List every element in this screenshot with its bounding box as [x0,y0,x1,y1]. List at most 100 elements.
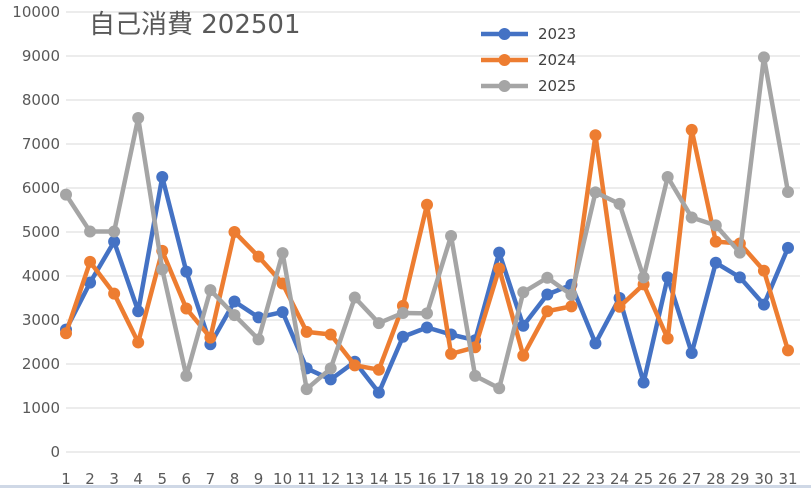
data-point-2024 [84,255,97,268]
data-point-2024 [180,302,193,315]
data-point-2025 [84,225,97,238]
x-tick-label: 31 [778,470,797,488]
data-point-2025 [348,291,361,304]
series-2024 [60,123,794,376]
x-tick-label: 3 [109,470,119,488]
data-point-2023 [372,386,385,399]
x-tick-label: 2 [85,470,95,488]
data-point-2024 [204,331,217,344]
x-tick-label: 28 [706,470,725,488]
legend-label: 2025 [538,77,576,95]
data-point-2023 [637,376,650,389]
legend-marker [498,54,511,66]
data-point-2023 [517,319,530,332]
data-point-2023 [661,271,674,284]
data-point-2024 [228,226,241,238]
data-point-2024 [517,349,530,362]
y-tick-label: 2000 [22,355,60,373]
data-point-2024 [348,359,361,372]
x-tick-label: 30 [754,470,773,488]
data-point-2025 [541,271,554,284]
data-point-2025 [757,51,770,64]
data-point-2025 [517,286,530,299]
data-point-2023 [733,271,746,284]
x-tick-label: 26 [658,470,677,488]
data-point-2024 [685,123,698,136]
y-tick-label: 7000 [22,135,60,153]
x-tick-label: 5 [157,470,167,488]
x-tick-label: 12 [321,470,340,488]
data-point-2024 [132,336,145,349]
x-tick-label: 14 [369,470,388,488]
data-point-2024 [565,300,578,313]
x-tick-label: 15 [393,470,412,488]
data-point-2023 [396,330,409,343]
x-axis: 1 2 3 4 5 6 7 8 9 10 11 12 13 14 15 16 17 18 19 20 21 22 23 24 2… [61,470,797,488]
data-point-2025 [252,333,265,346]
x-tick-label: 17 [442,470,461,488]
data-point-2024 [445,347,458,360]
x-tick-label: 20 [514,470,533,488]
legend-item-2023: 2023 [481,25,576,43]
data-point-2025 [180,369,193,382]
data-point-2025 [108,225,121,238]
data-point-2023 [132,305,145,318]
x-tick-label: 1 [61,470,71,488]
series-2023 [60,171,794,399]
data-point-2025 [661,171,674,183]
y-tick-label: 3000 [22,311,60,329]
data-point-2025 [204,284,217,297]
data-point-2024 [300,325,313,338]
data-point-2025 [276,247,289,260]
data-point-2024 [757,264,770,277]
x-tick-label: 25 [634,470,653,488]
data-point-2025 [445,229,458,242]
data-point-2024 [421,198,433,211]
data-point-2025 [421,307,433,320]
y-tick-label: 0 [50,443,60,461]
data-point-2023 [108,235,121,248]
y-tick-label: 5000 [22,223,60,241]
legend-item-2025: 2025 [481,77,576,95]
legend: 2023 2024 2025 [481,25,576,95]
series-line-2024 [63,127,791,372]
data-point-2025 [685,211,698,224]
data-point-2023 [685,347,698,359]
data-point-2025 [613,197,626,210]
data-point-2023 [541,288,554,301]
legend-item-2024: 2024 [481,51,576,69]
data-point-2024 [60,327,72,340]
data-point-2023 [421,321,433,334]
data-point-2025 [156,263,169,276]
data-point-2025 [782,185,794,198]
data-point-2024 [782,344,794,357]
data-point-2023 [709,256,722,269]
data-point-2025 [324,362,337,375]
y-tick-label: 4000 [22,267,60,285]
x-tick-label: 18 [466,470,485,488]
data-point-2023 [180,265,193,278]
x-tick-label: 24 [610,470,629,488]
x-tick-label: 9 [254,470,264,488]
x-tick-label: 21 [538,470,557,488]
data-point-2024 [108,287,121,300]
data-point-2023 [589,337,602,350]
data-point-2025 [60,188,72,201]
data-point-2023 [782,241,794,254]
data-point-2024 [324,328,337,341]
legend-marker [498,28,511,40]
data-point-2025 [589,186,602,199]
data-point-2024 [661,332,674,345]
data-point-2025 [300,383,313,396]
x-tick-label: 13 [345,470,364,488]
data-point-2025 [565,288,578,301]
x-tick-label: 10 [273,470,292,488]
x-tick-label: 8 [230,470,240,488]
x-tick-label: 19 [490,470,509,488]
data-point-2024 [589,129,602,142]
x-tick-label: 29 [730,470,749,488]
y-tick-label: 9000 [22,47,60,65]
data-point-2025 [228,309,241,322]
y-tick-label: 1000 [22,399,60,417]
